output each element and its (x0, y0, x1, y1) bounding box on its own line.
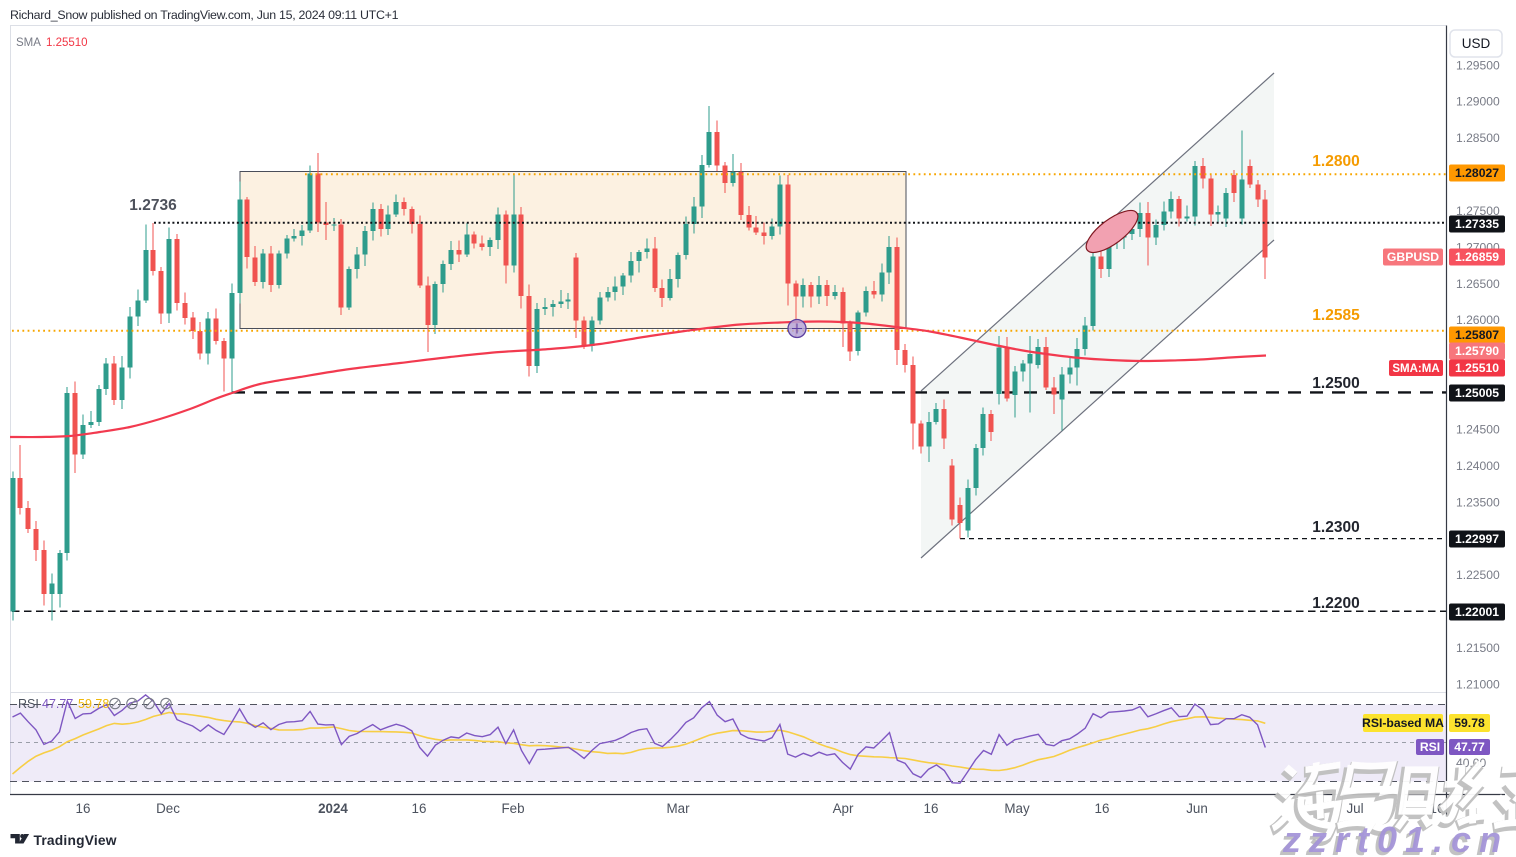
svg-text:47.77: 47.77 (1454, 740, 1485, 754)
svg-text:1.22500: 1.22500 (1456, 568, 1500, 582)
svg-text:1.29000: 1.29000 (1456, 95, 1500, 109)
svg-text:1.2300: 1.2300 (1312, 519, 1359, 536)
svg-text:RSI: RSI (18, 697, 39, 711)
svg-text:SMA: SMA (16, 37, 41, 49)
svg-text:Jun: Jun (1186, 801, 1208, 816)
svg-text:1.24500: 1.24500 (1456, 423, 1500, 437)
svg-text:1.29500: 1.29500 (1456, 58, 1500, 72)
svg-text:Feb: Feb (501, 801, 524, 816)
svg-text:GBPUSD: GBPUSD (1387, 250, 1439, 264)
svg-text:16: 16 (412, 801, 427, 816)
svg-text:1.26859: 1.26859 (1455, 250, 1499, 264)
svg-text:1.2736: 1.2736 (129, 197, 177, 214)
svg-text:1.2500: 1.2500 (1312, 375, 1359, 392)
svg-text:Dec: Dec (156, 801, 180, 816)
svg-text:1.26500: 1.26500 (1456, 277, 1500, 291)
svg-text:RSI-based MA: RSI-based MA (1362, 716, 1444, 730)
svg-text:TradingView: TradingView (34, 833, 117, 848)
svg-text:59.78: 59.78 (78, 697, 109, 711)
svg-text:1.25005: 1.25005 (1455, 386, 1499, 400)
svg-text:1.25807: 1.25807 (1455, 328, 1499, 342)
svg-text:1.22997: 1.22997 (1455, 532, 1499, 546)
svg-text:1.25790: 1.25790 (1455, 344, 1499, 358)
svg-text:59.78: 59.78 (1454, 716, 1485, 730)
svg-text:USD: USD (1462, 36, 1491, 51)
svg-text:1.22001: 1.22001 (1455, 605, 1499, 619)
svg-text:1.21500: 1.21500 (1456, 641, 1500, 655)
svg-text:May: May (1004, 801, 1030, 816)
svg-text:SMA:MA: SMA:MA (1392, 363, 1439, 375)
svg-text:1.2800: 1.2800 (1312, 153, 1359, 170)
svg-text:1.27500: 1.27500 (1456, 204, 1500, 218)
svg-text:1.25510: 1.25510 (46, 37, 88, 49)
svg-text:1.27335: 1.27335 (1455, 217, 1499, 231)
svg-text:Richard_Snow published on Trad: Richard_Snow published on TradingView.co… (10, 8, 399, 22)
svg-text:2024: 2024 (318, 801, 348, 816)
svg-text:Mar: Mar (666, 801, 690, 816)
svg-text:1.24000: 1.24000 (1456, 459, 1500, 473)
svg-text:zzrt01.cn: zzrt01.cn (1282, 819, 1509, 857)
svg-text:47.77: 47.77 (42, 697, 73, 711)
svg-text:zzrt01.cn: zzrt01.cn (1279, 822, 1506, 857)
svg-text:RSI: RSI (1420, 740, 1440, 754)
svg-text:1.23500: 1.23500 (1456, 495, 1500, 509)
svg-text:1.28500: 1.28500 (1456, 131, 1500, 145)
svg-text:1.2200: 1.2200 (1312, 595, 1359, 612)
svg-text:1.21000: 1.21000 (1456, 677, 1500, 691)
svg-text:1.25510: 1.25510 (1455, 361, 1499, 375)
svg-text:Jul: Jul (1346, 801, 1363, 816)
svg-text:16: 16 (924, 801, 939, 816)
svg-text:1.28027: 1.28027 (1455, 166, 1499, 180)
svg-text:16: 16 (76, 801, 91, 816)
svg-text:1.2585: 1.2585 (1312, 307, 1360, 324)
svg-text:1.26000: 1.26000 (1456, 313, 1500, 327)
svg-text:16: 16 (1095, 801, 1110, 816)
svg-text:Apr: Apr (833, 801, 854, 816)
